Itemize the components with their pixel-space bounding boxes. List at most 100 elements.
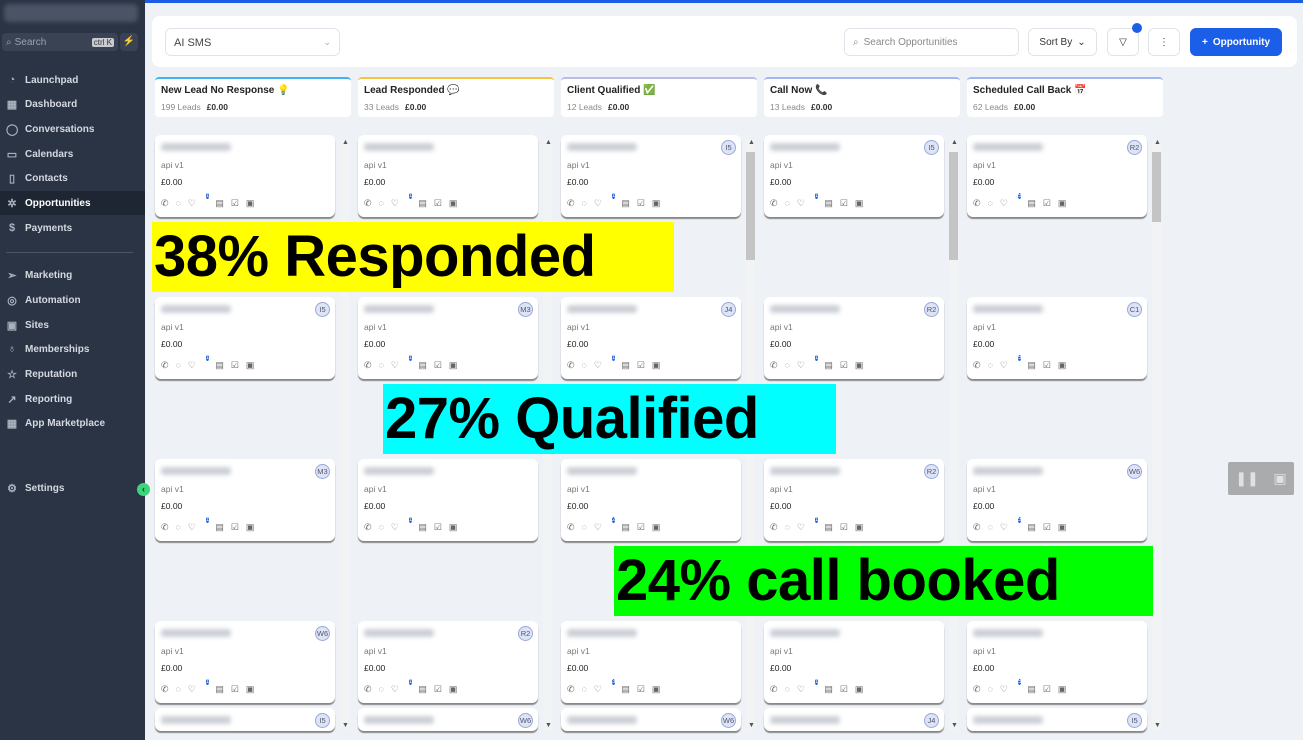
- assignee-avatar[interactable]: J4: [721, 302, 736, 317]
- pipeline-select[interactable]: AI SMS ⌄: [165, 28, 340, 56]
- tag-icon[interactable]: ♡1: [187, 517, 210, 532]
- note-icon[interactable]: ▤: [215, 522, 224, 532]
- opportunity-card[interactable]: I5 api v1 £0.00 ✆ ◌ ♡1 ▤ ☑ ▣: [561, 135, 741, 217]
- assignee-avatar[interactable]: W6: [315, 626, 330, 641]
- search-opportunities-input[interactable]: ⌕ Search Opportunities: [844, 28, 1019, 56]
- assignee-avatar[interactable]: J4: [924, 713, 939, 728]
- more-options-button[interactable]: ⋮: [1148, 28, 1180, 56]
- opportunity-card[interactable]: C1 api v1 £0.00 ✆ ◌ ♡5 ▤ ☑ ▣: [967, 297, 1147, 379]
- task-icon[interactable]: ☑: [230, 360, 239, 370]
- note-icon[interactable]: ▤: [621, 684, 630, 694]
- picture-in-picture-icon[interactable]: ▣: [1273, 470, 1287, 486]
- quick-action-button[interactable]: ⚡: [120, 33, 138, 51]
- opportunity-card[interactable]: api v1 £0.00 ✆ ◌ ♡1 ▤ ☑ ▣: [358, 135, 538, 217]
- scroll-up-arrow[interactable]: ▲: [748, 139, 755, 146]
- message-icon[interactable]: ◌: [784, 684, 790, 694]
- tag-icon[interactable]: ♡1: [187, 193, 210, 208]
- appointment-icon[interactable]: ▣: [245, 360, 255, 370]
- note-icon[interactable]: ▤: [1027, 360, 1036, 370]
- task-icon[interactable]: ☑: [839, 684, 848, 694]
- sidebar-search[interactable]: ⌕ Search ctrl K: [2, 33, 118, 51]
- appointment-icon[interactable]: ▣: [651, 522, 661, 532]
- tag-icon[interactable]: ♡1: [796, 193, 819, 208]
- scroll-down-arrow[interactable]: ▼: [342, 722, 349, 729]
- phone-icon[interactable]: ✆: [364, 684, 372, 694]
- note-icon[interactable]: ▤: [824, 198, 833, 208]
- message-icon[interactable]: ◌: [378, 684, 384, 694]
- opportunity-card[interactable]: api v1 £0.00 ✆ ◌ ♡5 ▤ ☑ ▣: [967, 621, 1147, 703]
- message-icon[interactable]: ◌: [175, 684, 181, 694]
- note-icon[interactable]: ▤: [1027, 198, 1036, 208]
- assignee-avatar[interactable]: R2: [924, 464, 939, 479]
- opportunity-card[interactable]: api v1 £0.00 ✆ ◌ ♡1 ▤ ☑ ▣: [155, 135, 335, 217]
- appointment-icon[interactable]: ▣: [651, 360, 661, 370]
- opportunity-card[interactable]: R2 api v1 £0.00 ✆ ◌ ♡1 ▤ ☑ ▣: [764, 297, 944, 379]
- account-switcher[interactable]: [4, 4, 138, 22]
- appointment-icon[interactable]: ▣: [245, 198, 255, 208]
- message-icon[interactable]: ◌: [987, 360, 993, 370]
- phone-icon[interactable]: ✆: [973, 198, 981, 208]
- phone-icon[interactable]: ✆: [567, 360, 575, 370]
- task-icon[interactable]: ☑: [230, 522, 239, 532]
- tag-icon[interactable]: ♡2: [593, 517, 616, 532]
- tag-icon[interactable]: ♡1: [187, 355, 210, 370]
- appointment-icon[interactable]: ▣: [854, 198, 864, 208]
- tag-icon[interactable]: ♡5: [999, 517, 1022, 532]
- sidebar-item-memberships[interactable]: ♁ Memberships: [0, 337, 145, 361]
- tag-icon[interactable]: ♡1: [796, 355, 819, 370]
- tag-icon[interactable]: ♡1: [390, 355, 413, 370]
- sidebar-item-dashboard[interactable]: ▦ Dashboard: [0, 92, 145, 116]
- opportunity-card[interactable]: W6: [358, 708, 538, 731]
- phone-icon[interactable]: ✆: [770, 522, 778, 532]
- appointment-icon[interactable]: ▣: [1057, 522, 1067, 532]
- pause-icon[interactable]: ❚❚: [1235, 470, 1259, 486]
- phone-icon[interactable]: ✆: [161, 522, 169, 532]
- sidebar-item-app-marketplace[interactable]: ▦ App Marketplace: [0, 411, 145, 435]
- assignee-avatar[interactable]: R2: [518, 626, 533, 641]
- phone-icon[interactable]: ✆: [973, 684, 981, 694]
- note-icon[interactable]: ▤: [621, 522, 630, 532]
- appointment-icon[interactable]: ▣: [651, 684, 661, 694]
- sidebar-item-opportunities[interactable]: ✲ Opportunities: [0, 191, 145, 215]
- message-icon[interactable]: ◌: [784, 198, 790, 208]
- opportunity-card[interactable]: J4: [764, 708, 944, 731]
- sidebar-item-reporting[interactable]: ↗ Reporting: [0, 387, 145, 411]
- phone-icon[interactable]: ✆: [161, 684, 169, 694]
- note-icon[interactable]: ▤: [824, 522, 833, 532]
- note-icon[interactable]: ▤: [418, 684, 427, 694]
- phone-icon[interactable]: ✆: [161, 198, 169, 208]
- message-icon[interactable]: ◌: [378, 360, 384, 370]
- appointment-icon[interactable]: ▣: [1057, 684, 1067, 694]
- sidebar-item-sites[interactable]: ▣ Sites: [0, 313, 145, 337]
- phone-icon[interactable]: ✆: [364, 198, 372, 208]
- task-icon[interactable]: ☑: [636, 360, 645, 370]
- opportunity-card[interactable]: R2 api v1 £0.00 ✆ ◌ ♡1 ▤ ☑ ▣: [358, 621, 538, 703]
- message-icon[interactable]: ◌: [581, 522, 587, 532]
- note-icon[interactable]: ▤: [824, 360, 833, 370]
- phone-icon[interactable]: ✆: [973, 360, 981, 370]
- note-icon[interactable]: ▤: [1027, 684, 1036, 694]
- tag-icon[interactable]: ♡1: [593, 355, 616, 370]
- task-icon[interactable]: ☑: [839, 198, 848, 208]
- scrollbar-thumb[interactable]: [949, 152, 958, 260]
- task-icon[interactable]: ☑: [636, 198, 645, 208]
- message-icon[interactable]: ◌: [784, 360, 790, 370]
- task-icon[interactable]: ☑: [636, 684, 645, 694]
- scroll-down-arrow[interactable]: ▼: [545, 722, 552, 729]
- opportunity-card[interactable]: W6 api v1 £0.00 ✆ ◌ ♡1 ▤ ☑ ▣: [155, 621, 335, 703]
- assignee-avatar[interactable]: W6: [721, 713, 736, 728]
- task-icon[interactable]: ☑: [433, 360, 442, 370]
- opportunity-card[interactable]: J4 api v1 £0.00 ✆ ◌ ♡1 ▤ ☑ ▣: [561, 297, 741, 379]
- assignee-avatar[interactable]: I5: [315, 302, 330, 317]
- add-opportunity-button[interactable]: + Opportunity: [1190, 28, 1282, 56]
- appointment-icon[interactable]: ▣: [1057, 360, 1067, 370]
- opportunity-card[interactable]: M3 api v1 £0.00 ✆ ◌ ♡1 ▤ ☑ ▣: [155, 459, 335, 541]
- phone-icon[interactable]: ✆: [567, 684, 575, 694]
- task-icon[interactable]: ☑: [433, 198, 442, 208]
- sidebar-item-payments[interactable]: $ Payments: [0, 216, 145, 240]
- assignee-avatar[interactable]: I5: [924, 140, 939, 155]
- tag-icon[interactable]: ♡1: [390, 679, 413, 694]
- message-icon[interactable]: ◌: [175, 360, 181, 370]
- task-icon[interactable]: ☑: [1042, 684, 1051, 694]
- appointment-icon[interactable]: ▣: [245, 684, 255, 694]
